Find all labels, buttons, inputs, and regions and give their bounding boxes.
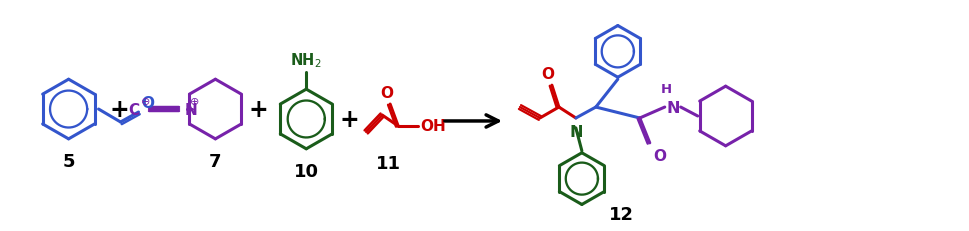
Text: +: + (339, 107, 359, 131)
Text: ⊖: ⊖ (141, 96, 150, 106)
Text: 11: 11 (376, 154, 400, 172)
Text: N: N (184, 102, 197, 117)
Text: 7: 7 (209, 152, 222, 170)
Text: O: O (381, 86, 393, 101)
Text: ⊕: ⊕ (190, 96, 199, 106)
Text: +: + (109, 98, 130, 122)
Text: N: N (569, 125, 582, 139)
Text: +: + (248, 98, 268, 122)
Text: 10: 10 (294, 162, 319, 180)
Text: 12: 12 (610, 206, 635, 223)
Text: OH: OH (421, 119, 446, 134)
Text: N: N (667, 100, 680, 115)
Text: O: O (141, 96, 154, 111)
Text: NH$_2$: NH$_2$ (291, 51, 322, 70)
Text: O: O (653, 148, 666, 163)
Text: 5: 5 (62, 152, 75, 170)
Text: C: C (128, 102, 140, 117)
Text: H: H (661, 83, 672, 96)
Text: O: O (542, 67, 554, 82)
